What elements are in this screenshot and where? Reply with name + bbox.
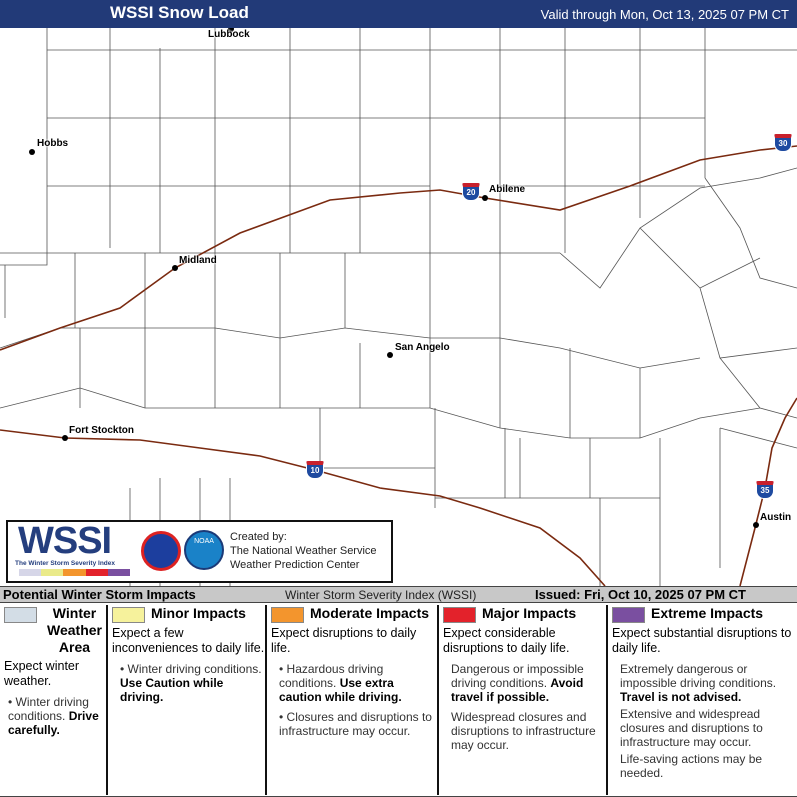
city-dot (62, 435, 68, 441)
legend-title: Extreme Impacts (651, 605, 764, 621)
city-dot (753, 522, 759, 528)
interstate-shield-icon: 10 (306, 461, 324, 479)
legend-title: Minor Impacts (151, 605, 246, 621)
interstate-shield-icon: 20 (462, 183, 480, 201)
header-bar: WSSI Snow Load Valid through Mon, Oct 13… (0, 0, 797, 28)
legend-major: Major Impacts Expect considerable disrup… (437, 605, 606, 795)
swatch (443, 607, 476, 623)
legend-title: Moderate Impacts (310, 605, 430, 621)
city-dot (29, 149, 35, 155)
wssi-color-bar (19, 569, 131, 576)
legend-expect: Expect considerable disruptions to daily… (443, 626, 570, 655)
wssi-logo-box: WSSI The Winter Storm Severity Index NOA… (6, 520, 393, 583)
legend-bullet: Life-saving actions may be needed. (620, 752, 763, 780)
credit-org-wpc: Weather Prediction Center (230, 559, 360, 571)
county-boundaries (0, 28, 797, 586)
issued-time: Issued: Fri, Oct 10, 2025 07 PM CT (535, 587, 746, 602)
legend-bullet: Widespread closures and disruptions to i… (451, 710, 596, 752)
swatch (271, 607, 304, 623)
city-dot (172, 265, 178, 271)
city-dot (482, 195, 488, 201)
city-label-abilene: Abilene (489, 184, 526, 195)
legend-title: Winter Weather Area (47, 605, 102, 655)
legend-bullet: • Winter driving conditions. Drive caref… (8, 695, 99, 737)
legend-expect: Expect winter weather. (4, 659, 80, 688)
city-dot (228, 28, 234, 32)
info-strip: Potential Winter Storm Impacts Winter St… (0, 586, 797, 603)
legend-bullet: • Hazardous driving conditions. Use extr… (279, 662, 402, 704)
legend-moderate: Moderate Impacts Expect disruptions to d… (265, 605, 437, 795)
interstate-shield-icon: 30 (774, 134, 792, 152)
city-label-midland: Midland (179, 255, 217, 266)
map-area[interactable]: Lubbock Hobbs Midland Abilene San Angelo… (0, 28, 797, 586)
legend-expect: Expect disruptions to daily life. (271, 626, 417, 655)
city-label-san-angelo: San Angelo (395, 342, 450, 353)
city-label-lubbock: Lubbock (208, 29, 250, 40)
credit-org-nws: The National Weather Service (230, 545, 377, 557)
interstate-10-line (0, 429, 606, 586)
map-title: WSSI Snow Load (110, 3, 249, 22)
index-name: Winter Storm Severity Index (WSSI) (285, 588, 477, 602)
legend-title: Major Impacts (482, 605, 577, 621)
city-label-fort-stockton: Fort Stockton (69, 425, 134, 436)
swatch (112, 607, 145, 623)
legend-minor: Minor Impacts Expect a few inconvenience… (106, 605, 265, 795)
interstate-shield-icon: 35 (756, 481, 774, 499)
credits: Created by: The National Weather Service… (230, 530, 377, 572)
legend-expect: Expect substantial disruptions to daily … (612, 626, 792, 655)
swatch (612, 607, 645, 623)
noaa-logo-icon: NOAA (184, 530, 224, 570)
legend-extreme: Extreme Impacts Expect substantial disru… (606, 605, 797, 795)
city-label-austin: Austin (760, 512, 792, 523)
legend-bullet: Dangerous or impossible driving conditio… (451, 662, 584, 704)
legend-bullet: • Winter driving conditions. Use Caution… (120, 662, 262, 704)
wssi-subtitle: The Winter Storm Severity Index (15, 560, 115, 567)
legend-bullet: Extensive and widespread closures and di… (620, 707, 763, 749)
interstate-35-line (739, 397, 797, 586)
created-by: Created by: (230, 531, 287, 543)
impact-legend: Winter Weather Area Expect winter weathe… (0, 603, 797, 797)
swatch (4, 607, 37, 623)
valid-time: Valid through Mon, Oct 13, 2025 07 PM CT (540, 7, 789, 22)
legend-winter-weather-area: Winter Weather Area Expect winter weathe… (0, 605, 106, 795)
nws-logo-icon (141, 531, 181, 571)
legend-bullet: • Closures and disruptions to infrastruc… (279, 710, 432, 738)
wssi-logo: WSSI (18, 520, 112, 562)
city-dot (387, 352, 393, 358)
interstate-20-line (0, 145, 797, 351)
city-label-hobbs: Hobbs (37, 138, 69, 149)
legend-expect: Expect a few inconveniences to daily lif… (112, 626, 265, 655)
impacts-heading: Potential Winter Storm Impacts (3, 587, 196, 602)
legend-bullet: Extremely dangerous or impossible drivin… (620, 662, 777, 704)
